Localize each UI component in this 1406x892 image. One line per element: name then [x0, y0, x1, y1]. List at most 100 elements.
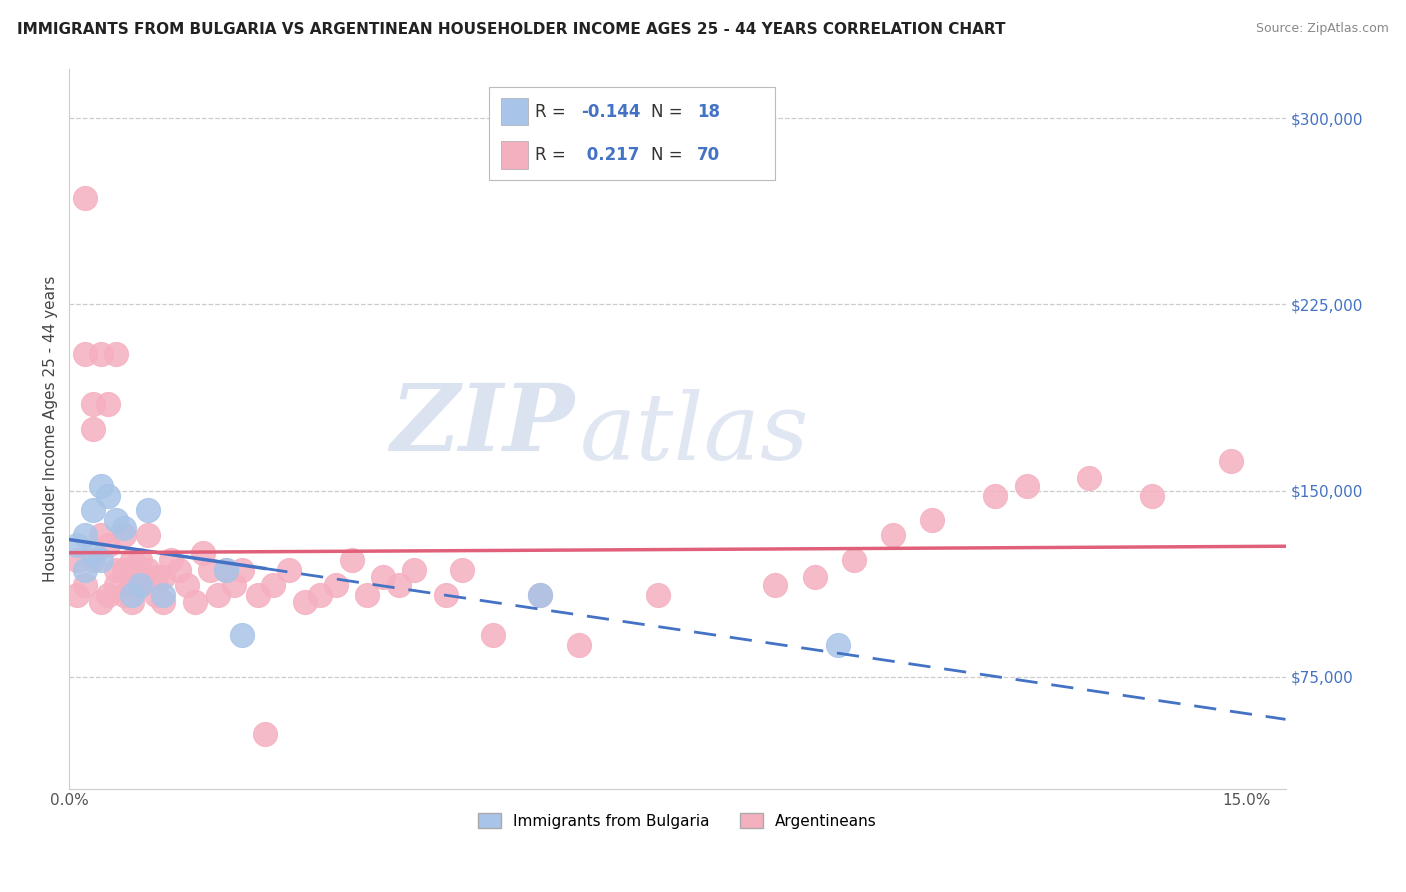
- Point: [434, 588, 457, 602]
- Point: [73, 578, 96, 592]
- Point: [568, 638, 591, 652]
- Point: [340, 553, 363, 567]
- Text: R =: R =: [536, 146, 571, 164]
- Text: 18: 18: [697, 103, 720, 120]
- Point: [121, 553, 143, 567]
- Point: [136, 503, 159, 517]
- Point: [66, 553, 89, 567]
- Point: [90, 478, 112, 492]
- Point: [152, 588, 174, 602]
- Point: [105, 347, 128, 361]
- Point: [145, 570, 167, 584]
- Point: [278, 563, 301, 577]
- Point: [184, 595, 207, 609]
- Point: [121, 595, 143, 609]
- Point: [222, 578, 245, 592]
- Point: [176, 578, 198, 592]
- Point: [529, 588, 551, 602]
- Point: [82, 397, 104, 411]
- Point: [128, 570, 150, 584]
- Text: N =: N =: [651, 146, 688, 164]
- Point: [207, 588, 229, 602]
- Point: [73, 191, 96, 205]
- Point: [97, 588, 120, 602]
- Point: [90, 553, 112, 567]
- Text: 0.217: 0.217: [581, 146, 640, 164]
- Point: [529, 588, 551, 602]
- Point: [921, 513, 943, 527]
- Point: [97, 538, 120, 552]
- Point: [73, 563, 96, 577]
- Point: [105, 513, 128, 527]
- Legend: Immigrants from Bulgaria, Argentineans: Immigrants from Bulgaria, Argentineans: [472, 806, 883, 835]
- Point: [90, 595, 112, 609]
- FancyBboxPatch shape: [501, 141, 527, 169]
- Point: [1219, 454, 1241, 468]
- Point: [112, 563, 135, 577]
- Point: [191, 546, 214, 560]
- Point: [984, 489, 1007, 503]
- Point: [356, 588, 378, 602]
- Point: [90, 528, 112, 542]
- Point: [325, 578, 347, 592]
- Point: [309, 588, 332, 602]
- Point: [97, 489, 120, 503]
- Point: [803, 570, 825, 584]
- Point: [215, 563, 238, 577]
- Point: [160, 553, 183, 567]
- Point: [121, 588, 143, 602]
- Text: N =: N =: [651, 103, 688, 120]
- Point: [231, 563, 253, 577]
- Point: [482, 627, 505, 641]
- Point: [647, 588, 669, 602]
- Point: [152, 570, 174, 584]
- Point: [262, 578, 284, 592]
- Point: [388, 578, 411, 592]
- Point: [231, 627, 253, 641]
- Point: [82, 553, 104, 567]
- Point: [82, 546, 104, 560]
- Text: IMMIGRANTS FROM BULGARIA VS ARGENTINEAN HOUSEHOLDER INCOME AGES 25 - 44 YEARS CO: IMMIGRANTS FROM BULGARIA VS ARGENTINEAN …: [17, 22, 1005, 37]
- Point: [1140, 489, 1163, 503]
- Point: [82, 503, 104, 517]
- Point: [404, 563, 426, 577]
- Point: [121, 578, 143, 592]
- Point: [254, 727, 277, 741]
- FancyBboxPatch shape: [501, 98, 527, 126]
- Point: [246, 588, 269, 602]
- Point: [128, 578, 150, 592]
- Point: [90, 347, 112, 361]
- Point: [145, 588, 167, 602]
- Text: 70: 70: [697, 146, 720, 164]
- Point: [112, 528, 135, 542]
- Point: [128, 578, 150, 592]
- Point: [450, 563, 472, 577]
- Point: [82, 421, 104, 435]
- Point: [215, 563, 238, 577]
- Point: [97, 397, 120, 411]
- Y-axis label: Householder Income Ages 25 - 44 years: Householder Income Ages 25 - 44 years: [44, 276, 58, 582]
- Point: [73, 528, 96, 542]
- Point: [128, 553, 150, 567]
- Point: [105, 578, 128, 592]
- FancyBboxPatch shape: [489, 87, 775, 180]
- Point: [842, 553, 865, 567]
- Point: [200, 563, 222, 577]
- Point: [112, 588, 135, 602]
- Point: [136, 563, 159, 577]
- Point: [371, 570, 394, 584]
- Point: [1015, 478, 1038, 492]
- Text: atlas: atlas: [581, 389, 810, 479]
- Point: [105, 563, 128, 577]
- Text: ZIP: ZIP: [389, 380, 574, 470]
- Text: -0.144: -0.144: [581, 103, 641, 120]
- Point: [882, 528, 904, 542]
- Point: [136, 528, 159, 542]
- Point: [112, 521, 135, 535]
- Point: [73, 347, 96, 361]
- Point: [152, 595, 174, 609]
- Point: [1078, 471, 1101, 485]
- Point: [765, 578, 787, 592]
- Point: [294, 595, 316, 609]
- Point: [66, 588, 89, 602]
